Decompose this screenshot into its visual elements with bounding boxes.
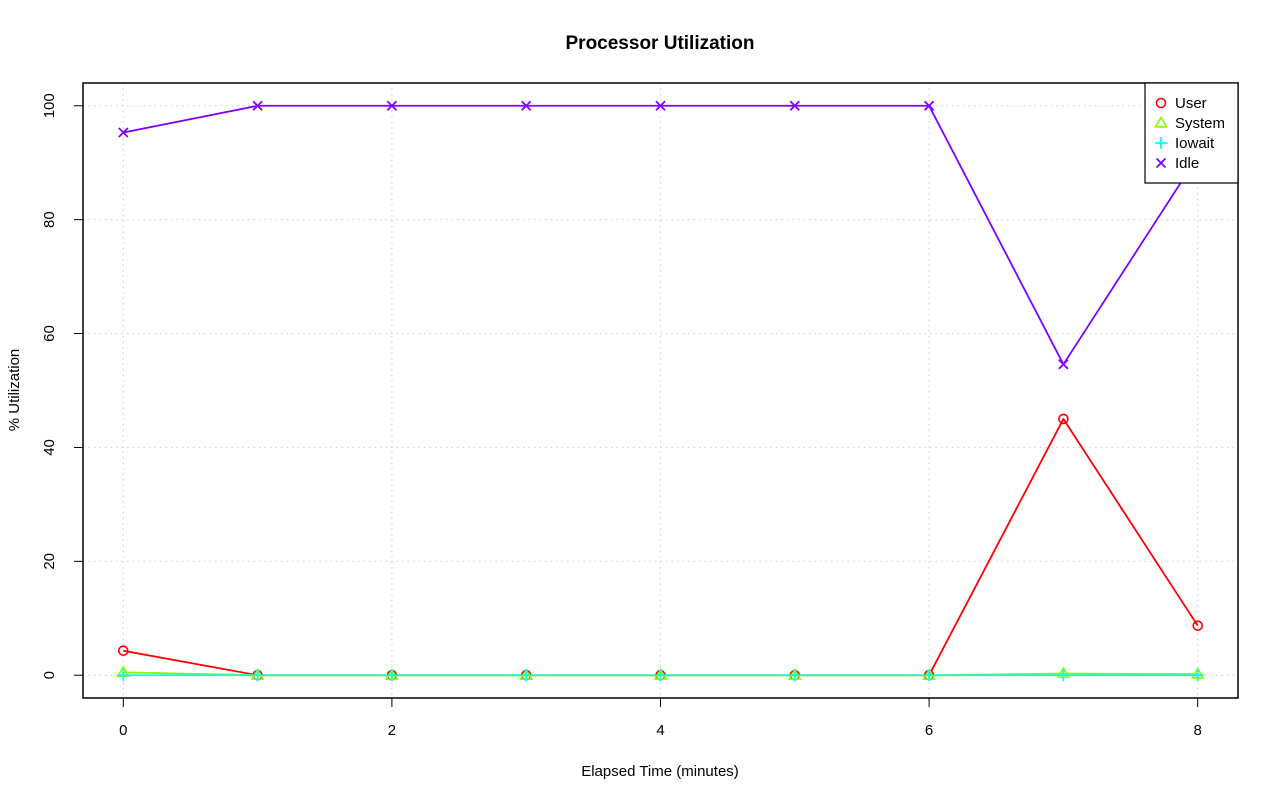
legend-item-user: User [1155,95,1207,112]
legend: User System Iowait Idle [1144,82,1239,184]
x-tick-label: 8 [1194,722,1202,739]
iowait-point [1191,669,1204,682]
iowait-point [654,669,667,682]
x-axis: 0 2 4 6 8 [119,697,1202,739]
user-point [1058,413,1069,425]
chart-title: Processor Utilization [566,33,755,54]
cross-stroke [386,100,398,111]
user-point [1192,620,1204,631]
user-point [117,645,129,657]
series-markers [116,100,1205,682]
legend-label-system: System [1175,115,1225,132]
x-axis-label: Elapsed Time (minutes) [581,763,739,780]
legend-item-idle: Idle [1155,155,1199,172]
idle-point [521,100,532,111]
iowait-point [385,669,398,682]
cross-stroke [521,100,532,111]
y-tick-label: 20 [41,553,58,570]
legend-item-system: System [1154,115,1225,132]
idle-point [252,100,263,111]
iowait-point [520,669,533,682]
cross-stroke [655,100,666,111]
cross-stroke [1058,359,1069,370]
x-tick-label: 4 [656,722,664,739]
x-tick-label: 6 [925,722,933,739]
iowait-point [788,669,801,682]
idle-point [655,100,666,111]
y-tick-label: 60 [41,325,58,342]
legend-label-iowait: Iowait [1175,135,1215,152]
cross-stroke [789,100,800,111]
x-tick-label: 2 [388,722,396,739]
idle-point [386,100,398,111]
y-axis: 0 20 40 60 80 100 [41,93,84,679]
idle-point [923,100,935,111]
idle-point [1058,359,1069,370]
legend-marker-system [1154,115,1168,128]
y-axis-label: % Utilization [6,349,23,432]
legend-marker-user [1155,97,1167,109]
y-tick-label: 80 [41,211,58,228]
legend-label-user: User [1175,95,1207,112]
legend-item-iowait: Iowait [1155,135,1215,152]
iowait-point [117,669,130,682]
legend-label-idle: Idle [1175,155,1199,172]
y-tick-label: 40 [41,439,58,456]
legend-marker-iowait [1155,137,1167,149]
y-tick-label: 0 [41,671,58,679]
grid-lines [83,83,1238,698]
idle-point [789,100,800,111]
legend-marker-idle [1155,157,1167,169]
cross-stroke [118,127,129,138]
x-tick-label: 0 [119,722,127,739]
y-tick-label: 100 [41,93,58,118]
cross-stroke [1155,157,1167,169]
iowait-point [1057,669,1070,682]
iowait-point [923,669,936,682]
cross-stroke [923,100,935,111]
iowait-point [251,669,264,682]
legend-box [1144,82,1239,184]
idle-point [118,127,129,138]
cross-stroke [252,100,263,111]
